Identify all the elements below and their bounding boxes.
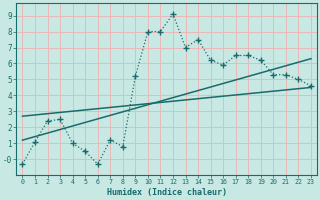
X-axis label: Humidex (Indice chaleur): Humidex (Indice chaleur): [107, 188, 227, 197]
